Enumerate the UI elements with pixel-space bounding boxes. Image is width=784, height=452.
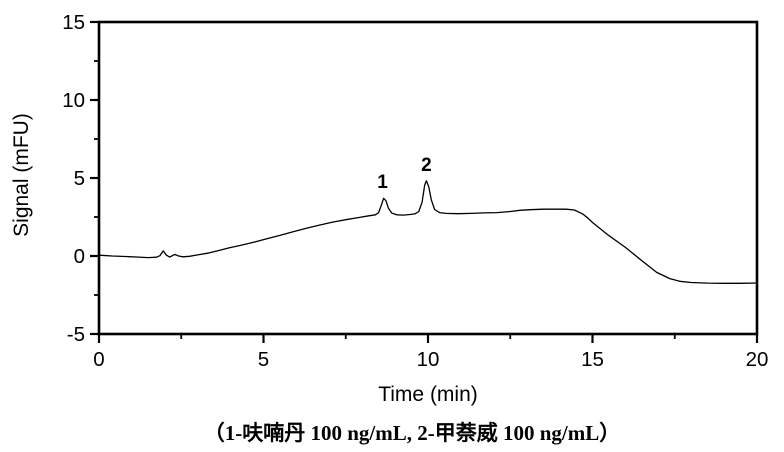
y-tick-label: 10 — [62, 89, 85, 112]
x-tick-label: 0 — [93, 348, 104, 371]
y-axis-title: Signal (mFU) — [10, 113, 33, 237]
y-tick-label: 15 — [62, 11, 85, 34]
x-axis-title: Time (min) — [378, 383, 478, 406]
y-tick-label: -5 — [67, 323, 85, 346]
peak-2-label: 2 — [421, 155, 432, 176]
x-tick-label: 10 — [417, 348, 440, 371]
x-tick-label: 5 — [258, 348, 269, 371]
y-tick-label: 0 — [74, 245, 85, 268]
axis-frame — [97, 20, 759, 336]
x-tick-label: 15 — [581, 348, 604, 371]
y-tick-label: 5 — [74, 167, 85, 190]
figure-caption: （1-呋喃丹 100 ng/mL, 2-甲萘威 100 ng/mL） — [203, 421, 621, 445]
chromatogram-line — [98, 180, 758, 284]
peak-1-label: 1 — [377, 172, 388, 193]
x-tick-label: 20 — [746, 348, 769, 371]
